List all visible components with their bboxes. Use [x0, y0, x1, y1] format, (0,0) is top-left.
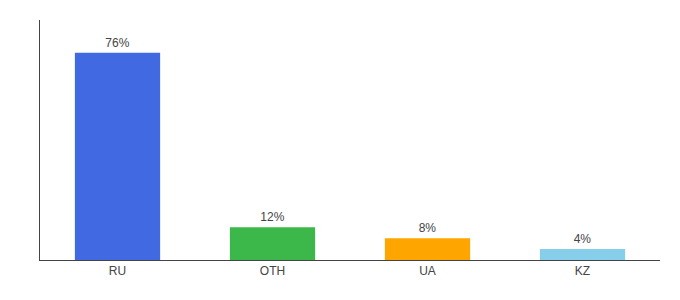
svg-text:UA: UA: [419, 264, 436, 278]
svg-text:12%: 12%: [260, 210, 284, 224]
svg-text:4%: 4%: [574, 232, 592, 246]
svg-text:8%: 8%: [419, 221, 437, 235]
svg-text:RU: RU: [109, 264, 126, 278]
svg-text:KZ: KZ: [575, 264, 590, 278]
svg-text:76%: 76%: [105, 36, 129, 50]
svg-text:OTH: OTH: [260, 264, 285, 278]
